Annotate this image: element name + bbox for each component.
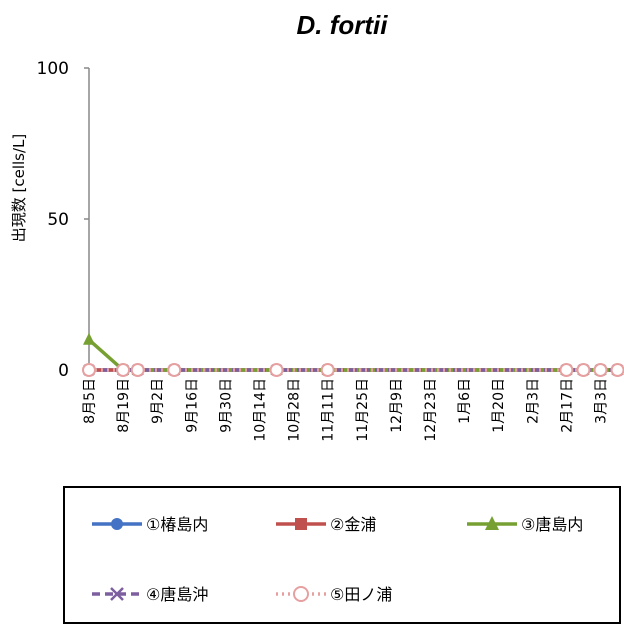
x-tick-label: 10月28日 xyxy=(287,378,303,442)
legend-item: ⑤田ノ浦 xyxy=(276,585,392,604)
y-tick-label: 0 xyxy=(58,361,69,381)
x-tick-label: 9月2日 xyxy=(150,378,166,424)
data-point xyxy=(111,518,123,530)
y-axis: 0 50 100 xyxy=(37,59,90,381)
data-point xyxy=(130,363,145,377)
x-tick-label: 9月16日 xyxy=(184,378,200,433)
x-tick-label: 2月3日 xyxy=(525,378,541,424)
data-point xyxy=(593,363,608,377)
legend-label: ⑤田ノ浦 xyxy=(330,585,392,604)
x-tick-label: 1月6日 xyxy=(457,378,473,424)
x-tick-label: 2月17日 xyxy=(559,378,575,433)
x-tick-label: 12月9日 xyxy=(389,378,405,433)
x-tick-label: 12月23日 xyxy=(423,378,439,442)
legend-label: ③唐島内 xyxy=(521,515,583,534)
x-tick-label: 11月25日 xyxy=(355,378,371,442)
y-tick-label: 50 xyxy=(47,210,69,230)
data-point xyxy=(269,363,284,377)
data-point xyxy=(116,363,131,377)
data-point xyxy=(293,586,309,602)
data-point xyxy=(82,363,96,377)
data-point xyxy=(167,363,182,377)
y-tick-label: 100 xyxy=(37,59,69,79)
x-tick-label: 1月20日 xyxy=(491,378,507,433)
legend-label: ②金浦 xyxy=(330,515,376,534)
y-axis-label: 出現数 [cells/L] xyxy=(10,134,28,243)
series-layer xyxy=(82,332,624,377)
legend-item: ①椿島内 xyxy=(92,515,208,534)
x-tick-label: 8月19日 xyxy=(116,378,132,433)
data-point xyxy=(295,518,307,530)
x-tick-label: 8月5日 xyxy=(82,378,98,424)
data-point xyxy=(320,363,335,377)
data-point xyxy=(610,363,624,377)
legend-item: ④唐島沖 xyxy=(92,585,208,604)
x-axis: 8月5日 8月19日 9月2日 9月16日 9月30日 10月14日 10月28日 11月11… xyxy=(82,369,622,442)
data-point xyxy=(83,332,95,345)
chart-title: D. fortii xyxy=(297,10,389,40)
legend-box xyxy=(63,486,621,624)
x-tick-label: 3月3日 xyxy=(594,378,610,424)
data-point xyxy=(559,363,574,377)
legend-label: ①椿島内 xyxy=(146,515,208,534)
x-tick-label: 11月11日 xyxy=(321,378,337,442)
legend-label: ④唐島沖 xyxy=(146,585,208,604)
data-point xyxy=(485,516,499,530)
legend-item: ②金浦 xyxy=(276,515,376,534)
legend-item: ③唐島内 xyxy=(467,515,583,534)
x-tick-label: 9月30日 xyxy=(218,378,234,433)
x-tick-label: 10月14日 xyxy=(253,378,269,442)
legend: ①椿島内 ②金浦 ③唐島内 ④唐島沖 ⑤田ノ浦 xyxy=(92,515,583,604)
data-point xyxy=(110,587,124,601)
series-⑤田ノ浦 xyxy=(82,363,624,377)
data-point xyxy=(576,363,591,377)
